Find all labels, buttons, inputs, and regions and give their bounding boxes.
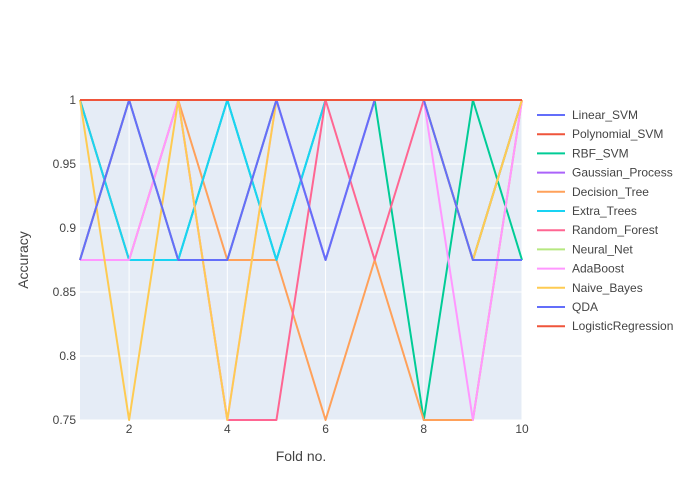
legend-label: Neural_Net <box>572 242 633 256</box>
legend-item-decision-tree[interactable]: Decision_Tree <box>537 185 649 199</box>
y-tick-label: 0.95 <box>53 157 77 171</box>
x-tick-label: 6 <box>322 422 329 436</box>
legend-label: Decision_Tree <box>572 185 649 199</box>
legend-label: AdaBoost <box>572 262 625 276</box>
legend-label: RBF_SVM <box>572 146 629 160</box>
legend-item-rbf-svm[interactable]: RBF_SVM <box>537 146 629 160</box>
x-axis-title: Fold no. <box>276 448 327 464</box>
legend-item-adaboost[interactable]: AdaBoost <box>537 262 625 276</box>
legend-item-logisticregression[interactable]: LogisticRegression <box>537 319 673 333</box>
legend-label: Gaussian_Process <box>572 166 673 180</box>
x-tick-label: 8 <box>420 422 427 436</box>
x-tick-label: 10 <box>515 422 529 436</box>
legend-label: LogisticRegression <box>572 319 673 333</box>
legend-label: Polynomial_SVM <box>572 127 663 141</box>
legend-item-linear-svm[interactable]: Linear_SVM <box>537 108 638 122</box>
legend-item-qda[interactable]: QDA <box>537 300 598 314</box>
y-tick-label: 0.9 <box>59 221 76 235</box>
y-tick-label: 0.75 <box>53 413 77 427</box>
legend-label: Random_Forest <box>572 223 659 237</box>
y-tick-labels: 0.75 0.8 0.85 0.9 0.95 1 <box>53 93 77 427</box>
legend-item-neural-net[interactable]: Neural_Net <box>537 242 633 256</box>
x-tick-label: 4 <box>224 422 231 436</box>
x-tick-labels: 2 4 6 8 10 <box>126 422 529 436</box>
legend-item-random-forest[interactable]: Random_Forest <box>537 223 659 237</box>
legend-label: Linear_SVM <box>572 108 638 122</box>
legend[interactable]: Linear_SVM Polynomial_SVM RBF_SVM Gaussian_… <box>537 108 673 333</box>
legend-item-polynomial-svm[interactable]: Polynomial_SVM <box>537 127 663 141</box>
series-line-qda <box>79 99 522 261</box>
y-tick-label: 0.85 <box>53 285 77 299</box>
legend-item-extra-trees[interactable]: Extra_Trees <box>537 204 637 218</box>
y-tick-label: 1 <box>69 93 76 107</box>
legend-label: QDA <box>572 300 598 314</box>
x-tick-label: 2 <box>126 422 133 436</box>
legend-item-gaussian-process[interactable]: Gaussian_Process <box>537 166 673 180</box>
y-tick-label: 0.8 <box>59 349 76 363</box>
legend-label: Naive_Bayes <box>572 281 643 295</box>
legend-label: Extra_Trees <box>572 204 637 218</box>
y-axis-title: Accuracy <box>15 231 31 289</box>
series-lines <box>79 99 523 421</box>
legend-item-naive-bayes[interactable]: Naive_Bayes <box>537 281 643 295</box>
